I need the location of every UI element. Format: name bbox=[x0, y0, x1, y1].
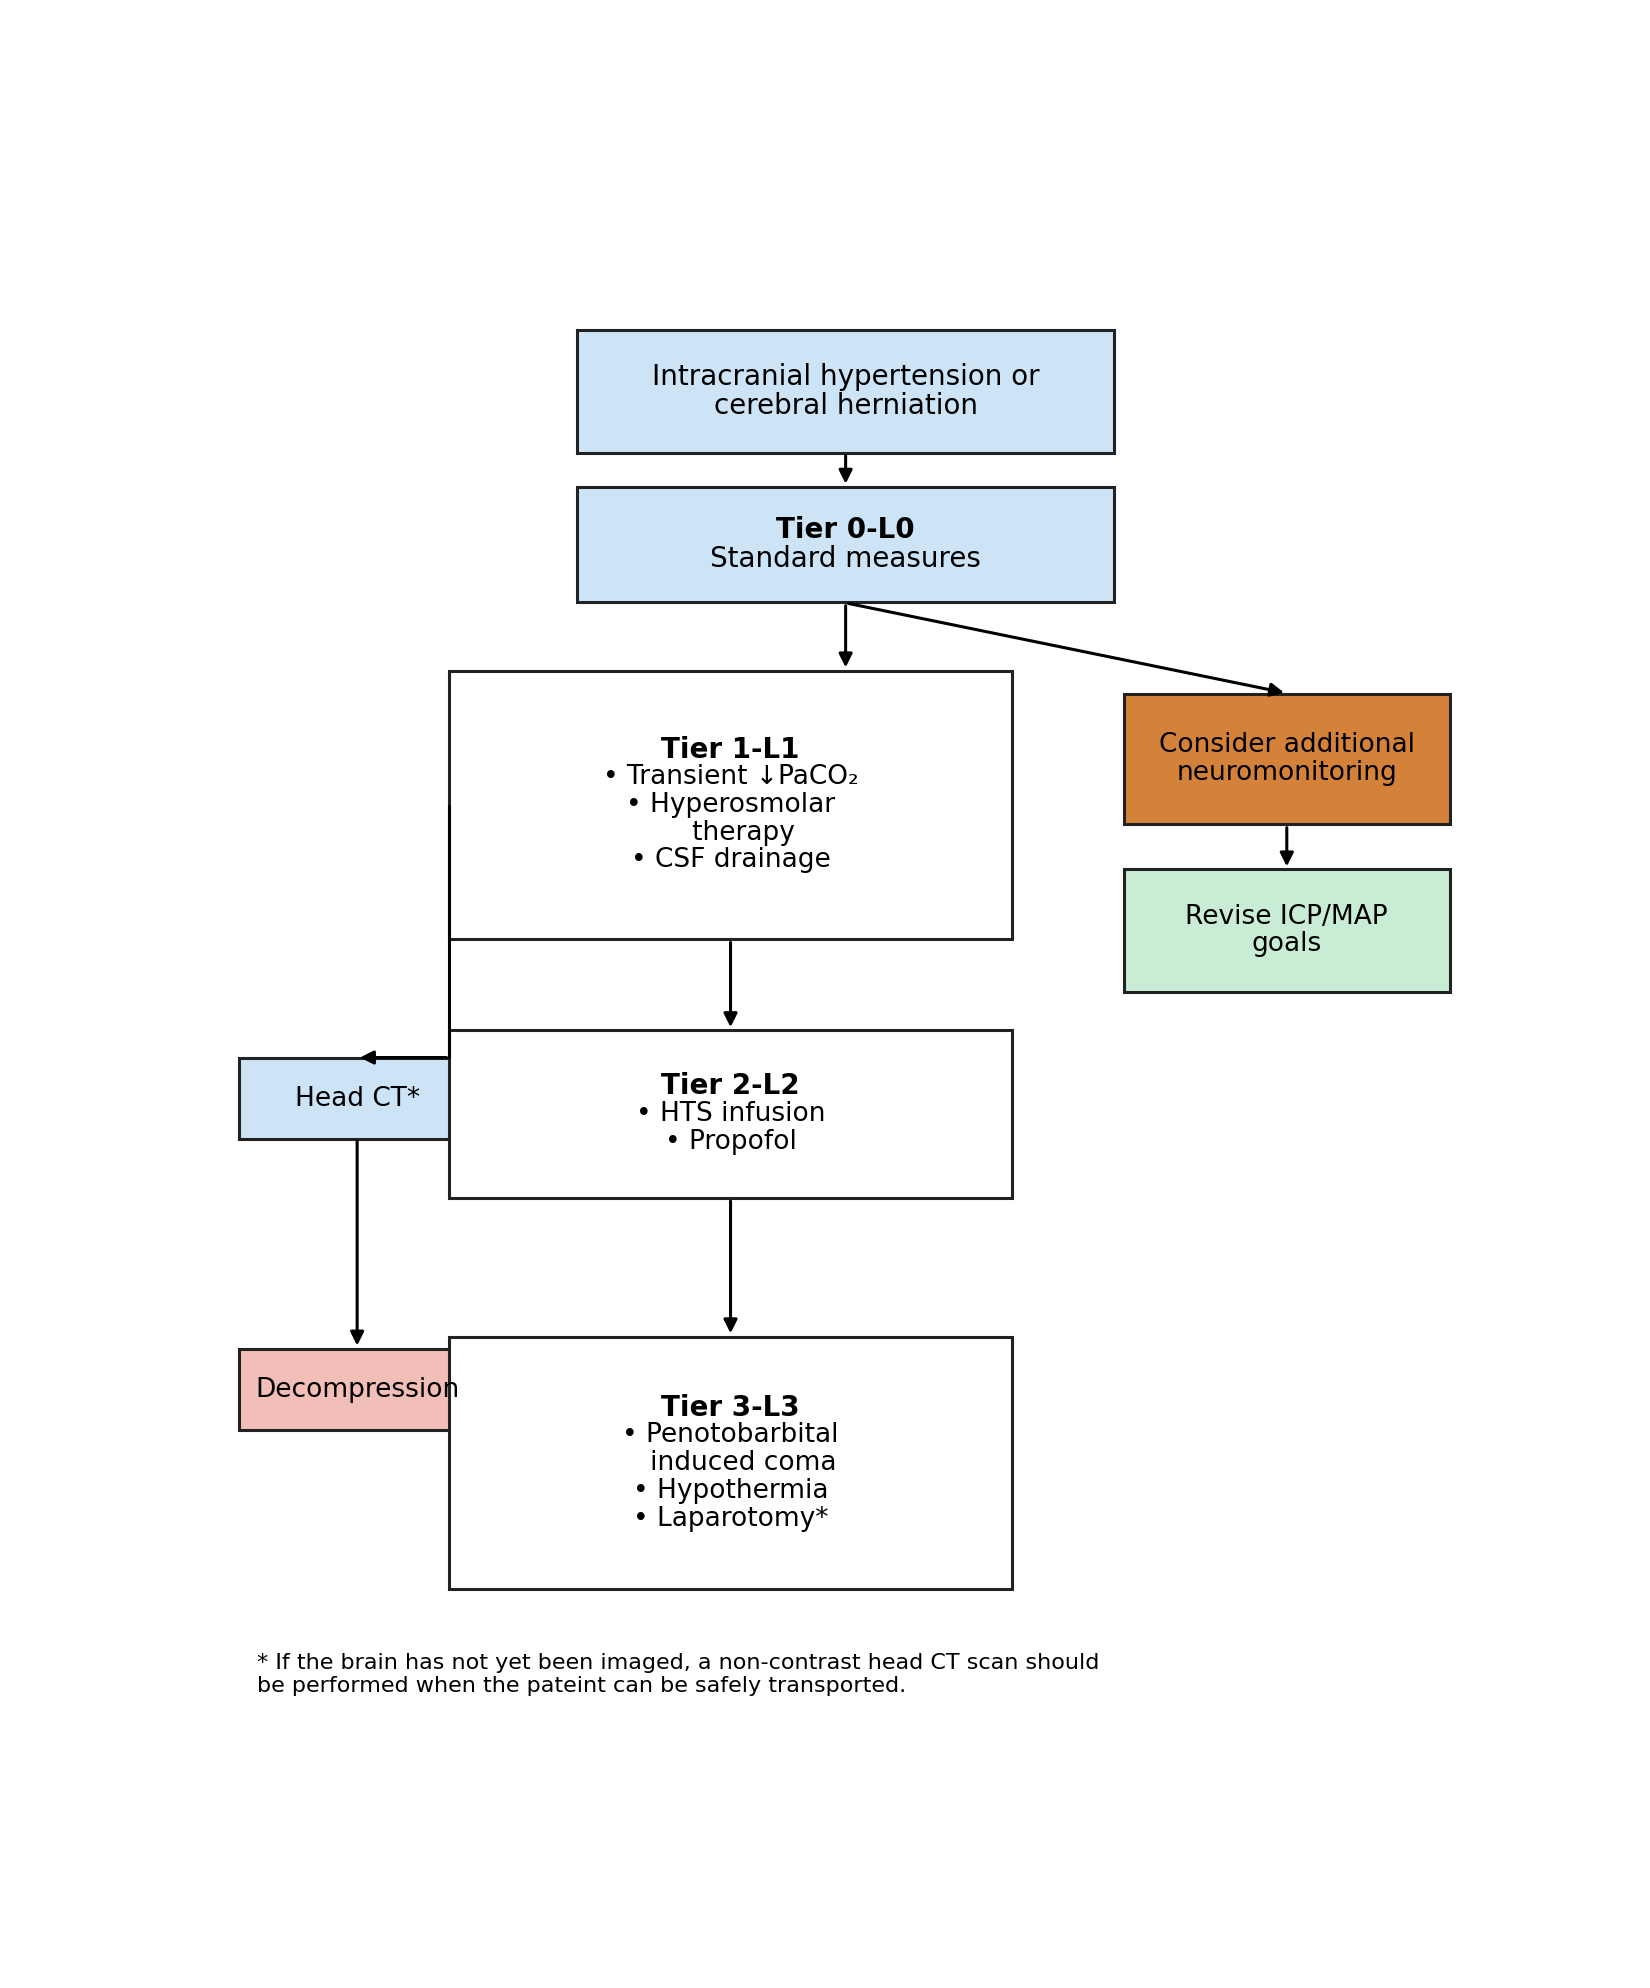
Bar bbox=[449, 672, 1011, 938]
Text: * If the brain has not yet been imaged, a non-contrast head CT scan should
be pe: * If the brain has not yet been imaged, … bbox=[257, 1652, 1101, 1696]
Bar bbox=[239, 1350, 475, 1429]
Text: Standard measures: Standard measures bbox=[710, 545, 982, 573]
Text: neuromonitoring: neuromonitoring bbox=[1176, 759, 1398, 785]
Bar bbox=[449, 1030, 1011, 1199]
Text: • Hyperosmolar: • Hyperosmolar bbox=[625, 791, 835, 817]
Bar bbox=[578, 487, 1114, 602]
Text: • Transient ↓PaCO₂: • Transient ↓PaCO₂ bbox=[602, 763, 858, 789]
Bar bbox=[578, 330, 1114, 453]
Text: Consider additional: Consider additional bbox=[1158, 732, 1414, 757]
Text: • HTS infusion: • HTS infusion bbox=[635, 1101, 825, 1127]
Text: Intracranial hypertension or: Intracranial hypertension or bbox=[652, 364, 1040, 392]
Text: goals: goals bbox=[1252, 930, 1322, 956]
Bar bbox=[449, 1336, 1011, 1590]
Text: cerebral herniation: cerebral herniation bbox=[713, 392, 977, 419]
Text: • CSF drainage: • CSF drainage bbox=[630, 847, 830, 873]
Text: therapy: therapy bbox=[667, 819, 795, 845]
Text: Decompression: Decompression bbox=[256, 1378, 459, 1404]
Text: Tier 2-L2: Tier 2-L2 bbox=[662, 1072, 800, 1099]
Text: • Propofol: • Propofol bbox=[665, 1129, 797, 1155]
Text: • Hypothermia: • Hypothermia bbox=[634, 1477, 828, 1503]
Bar bbox=[1124, 869, 1450, 992]
Text: Tier 3-L3: Tier 3-L3 bbox=[662, 1394, 800, 1421]
Text: Tier 1-L1: Tier 1-L1 bbox=[662, 736, 800, 763]
Bar bbox=[1124, 694, 1450, 825]
Text: Head CT*: Head CT* bbox=[295, 1085, 419, 1111]
Text: • Penotobarbital: • Penotobarbital bbox=[622, 1423, 838, 1449]
Text: • Laparotomy*: • Laparotomy* bbox=[634, 1505, 828, 1531]
Text: Revise ICP/MAP: Revise ICP/MAP bbox=[1185, 905, 1388, 930]
Bar bbox=[239, 1058, 475, 1139]
Text: induced coma: induced coma bbox=[625, 1449, 837, 1477]
Text: Tier 0-L0: Tier 0-L0 bbox=[776, 517, 916, 545]
